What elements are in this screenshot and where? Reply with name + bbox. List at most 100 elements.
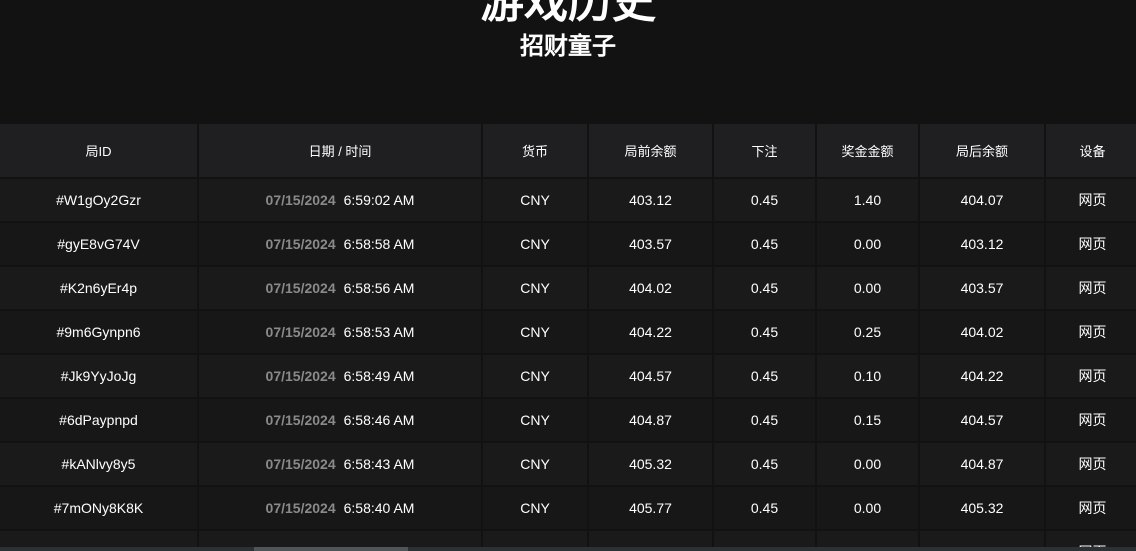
cell-win: 0.00 [816,266,920,311]
cell-device: 网页 [1045,354,1136,399]
table-row[interactable]: #W1gOy2Gzr 07/15/2024 6:59:02 AM CNY 403.12 0… [0,178,1136,223]
history-table: 局ID 日期 / 时间 货币 局前余额 下注 奖金金额 局后余额 设备 #W1gOy2Gzr 0… [0,124,1136,551]
cell-currency: CNY [482,398,589,443]
cell-win: 0.10 [816,354,920,399]
cell-date: 07/15/2024 [265,412,336,428]
cell-bet: 0.45 [713,354,817,399]
cell-datetime: 07/15/2024 6:59:02 AM [198,178,483,223]
table-row[interactable]: #9m6Gynpn6 07/15/2024 6:58:53 AM CNY 404.22 0… [0,310,1136,355]
cell-date: 07/15/2024 [265,280,336,296]
table-row[interactable]: #7mONy8K8K 07/15/2024 6:58:40 AM CNY 405.77 0… [0,486,1136,531]
cell-before: 403.12 [588,178,714,223]
cell-device: 网页 [1045,442,1136,487]
cell-before: 405.97 [588,530,714,551]
cell-before: 404.57 [588,354,714,399]
cell-date: 07/15/2024 [265,500,336,516]
cell-time: 6:59:02 AM [343,192,415,208]
cell-device: 网页 [1045,178,1136,223]
cell-win: 0.15 [816,398,920,443]
cell-bet: 0.45 [713,266,817,311]
cell-id: #kANlvy8y5 [0,442,199,487]
cell-after: 404.02 [919,310,1046,355]
table-row[interactable]: #kANlvy8y5 07/15/2024 6:58:43 AM CNY 405.32 0… [0,442,1136,487]
cell-id: #7mONy8K8K [0,486,199,531]
cell-before: 404.22 [588,310,714,355]
cell-time: 6:58:40 AM [343,500,415,516]
cell-device: 网页 [1045,222,1136,267]
table-row[interactable]: #K2n6yEr4p 07/15/2024 6:58:56 AM CNY 404.02 0… [0,266,1136,311]
horizontal-scrollbar[interactable] [0,547,1136,551]
cell-date: 07/15/2024 [265,368,336,384]
cell-datetime: 07/15/2024 6:58:53 AM [198,310,483,355]
column-header: 下注 [713,124,817,179]
cell-datetime: 07/15/2024 6:58:49 AM [198,354,483,399]
cell-currency: CNY [482,442,589,487]
cell-before: 404.87 [588,398,714,443]
cell-time: 6:58:56 AM [343,280,415,296]
cell-currency: CNY [482,486,589,531]
cell-win: 1.40 [816,178,920,223]
cell-date: 07/15/2024 [265,236,336,252]
cell-time: 6:58:49 AM [343,368,415,384]
cell-after: 405.32 [919,486,1046,531]
cell-currency: CNY [482,310,589,355]
cell-before: 405.32 [588,442,714,487]
table-header-row: 局ID 日期 / 时间 货币 局前余额 下注 奖金金额 局后余额 设备 [0,124,1136,179]
cell-bet: 0.45 [713,178,817,223]
cell-after: 403.57 [919,266,1046,311]
cell-id: #Jk9YyJoJg [0,354,199,399]
cell-before: 404.02 [588,266,714,311]
column-header: 日期 / 时间 [198,124,483,179]
cell-id: #eyJ8vVe6J [0,530,199,551]
cell-datetime: 07/15/2024 6:58:40 AM [198,486,483,531]
column-header: 货币 [482,124,589,179]
cell-time: 6:58:43 AM [343,456,415,472]
cell-bet: 0.45 [713,222,817,267]
column-header: 设备 [1045,124,1136,179]
cell-after: 404.07 [919,178,1046,223]
cell-currency: CNY [482,530,589,551]
cell-bet: 0.45 [713,442,817,487]
cell-date: 07/15/2024 [265,456,336,472]
cell-after: 404.22 [919,354,1046,399]
column-header: 局ID [0,124,199,179]
cell-after: 405.77 [919,530,1046,551]
cell-device: 网页 [1045,398,1136,443]
cell-after: 404.87 [919,442,1046,487]
cell-id: #6dPaypnpd [0,398,199,443]
cell-before: 405.77 [588,486,714,531]
scrollbar-thumb[interactable] [254,547,408,551]
column-header: 局前余额 [588,124,714,179]
cell-bet: 0.45 [713,486,817,531]
cell-datetime: 07/15/2024 6:58:56 AM [198,266,483,311]
cell-win: 0.00 [816,222,920,267]
page-title: 游戏历史 [480,0,656,27]
cell-date: 07/15/2024 [265,324,336,340]
cell-currency: CNY [482,266,589,311]
cell-currency: CNY [482,354,589,399]
cell-win: 0.00 [816,486,920,531]
cell-date: 07/15/2024 [265,192,336,208]
cell-datetime: 07/15/2024 6:58:58 AM [198,222,483,267]
table-row[interactable]: #6dPaypnpd 07/15/2024 6:58:46 AM CNY 404.87 0… [0,398,1136,443]
cell-time: 6:58:46 AM [343,412,415,428]
table-row[interactable]: #gyE8vG74V 07/15/2024 6:58:58 AM CNY 403.57 0… [0,222,1136,267]
cell-currency: CNY [482,222,589,267]
cell-id: #9m6Gynpn6 [0,310,199,355]
cell-bet: 0.45 [713,398,817,443]
game-name: 招财童子 [520,33,616,60]
cell-datetime: 07/15/2024 6:58:46 AM [198,398,483,443]
cell-after: 404.57 [919,398,1046,443]
cell-datetime: 07/15/2024 6:58:43 AM [198,442,483,487]
cell-win: 0.25 [816,530,920,551]
cell-device: 网页 [1045,266,1136,311]
cell-win: 0.25 [816,310,920,355]
table-body: #W1gOy2Gzr 07/15/2024 6:59:02 AM CNY 403.12 0… [0,178,1136,551]
cell-currency: CNY [482,178,589,223]
cell-win: 0.00 [816,442,920,487]
table-row[interactable]: #Jk9YyJoJg 07/15/2024 6:58:49 AM CNY 404.57 0… [0,354,1136,399]
cell-id: #K2n6yEr4p [0,266,199,311]
cell-bet: 0.45 [713,310,817,355]
column-header: 奖金金额 [816,124,920,179]
